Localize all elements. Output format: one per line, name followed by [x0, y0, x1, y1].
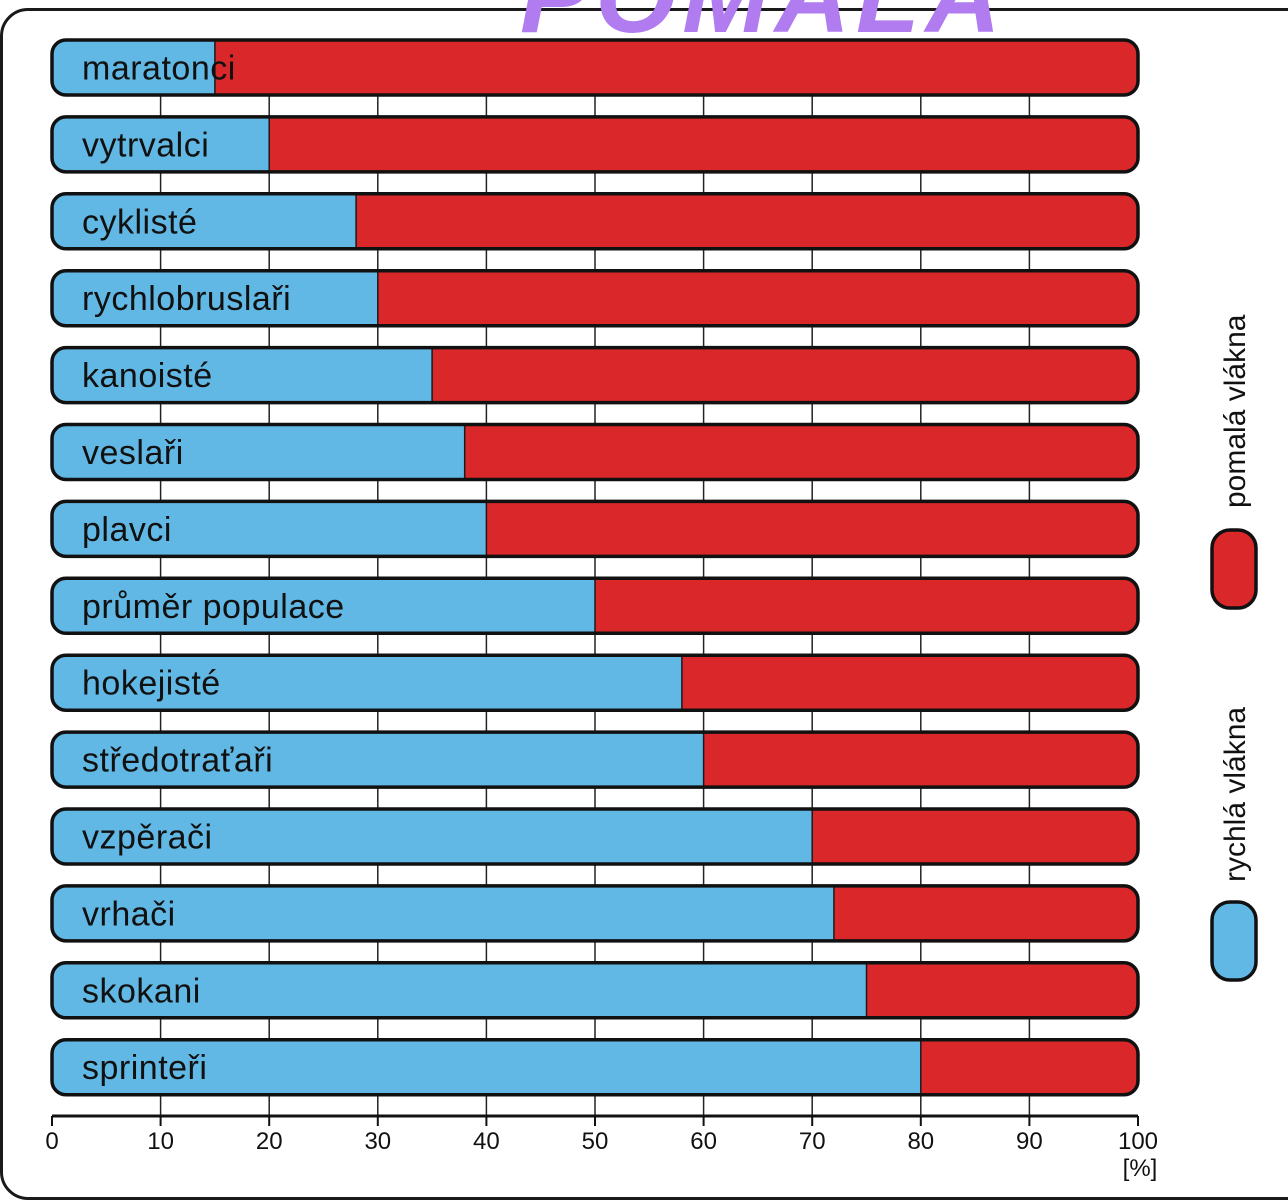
bar-outline [50, 961, 1140, 1020]
bar-label-8: průměr populace [82, 588, 345, 626]
bar-label-1: maratonci [82, 50, 236, 88]
bar-label-9: hokejisté [82, 665, 221, 703]
x-tick-label-100: 100 [1118, 1128, 1158, 1155]
bar-label-12: vrhači [82, 895, 176, 933]
bar-label-13: skokani [82, 972, 201, 1010]
bar-segment-slow-14 [920, 1039, 1138, 1095]
bar-segment-fast-2 [52, 116, 270, 172]
bar-segment-fast-5 [52, 347, 433, 403]
bar-label-5: kanoisté [82, 357, 213, 395]
bar-segment-slow-4 [377, 270, 1138, 326]
bar-outline [50, 884, 1140, 943]
bar-segment-slow-6 [464, 424, 1138, 480]
bar-label-7: plavci [82, 511, 172, 549]
bar-outline [50, 807, 1140, 866]
bar-segment-fast-14 [52, 1039, 921, 1095]
bar-outline [50, 38, 1140, 97]
bar-segment-fast-12 [52, 885, 834, 941]
bar-segment-slow-13 [866, 962, 1138, 1018]
bar-segment-fast-8 [52, 578, 595, 634]
bar-segment-slow-3 [356, 193, 1138, 249]
bar-segment-fast-6 [52, 424, 465, 480]
bar-segment-fast-10 [52, 732, 704, 788]
bar-label-4: rychlobruslaři [82, 280, 291, 318]
x-tick-label-0: 0 [45, 1128, 58, 1155]
bar-segment-slow-2 [269, 116, 1138, 172]
bar-segment-fast-11 [52, 809, 813, 864]
bar-segment-slow-7 [486, 501, 1138, 557]
bar-segment-slow-8 [595, 578, 1138, 634]
bar-label-3: cyklisté [82, 203, 197, 241]
x-tick-label-20: 20 [256, 1128, 283, 1155]
bar-segment-fast-13 [52, 962, 867, 1018]
bar-segment-fast-4 [52, 270, 378, 326]
x-tick-label-90: 90 [1016, 1128, 1043, 1155]
legend-swatch-fast [1210, 900, 1258, 982]
legend-label-slow: pomalá vlákna [1219, 314, 1252, 508]
x-tick-label-60: 60 [690, 1128, 717, 1155]
bar-outline [50, 268, 1140, 328]
bar-segment-slow-9 [681, 655, 1138, 711]
bar-outline [50, 1037, 1140, 1097]
x-tick-label-40: 40 [473, 1128, 500, 1155]
bar-segment-slow-1 [214, 40, 1138, 95]
bar-label-14: sprinteři [82, 1049, 207, 1087]
bar-segment-slow-10 [703, 732, 1138, 788]
bar-segment-slow-11 [812, 809, 1138, 864]
bar-label-2: vytrvalci [82, 126, 209, 164]
bar-outline [50, 576, 1140, 636]
bar-label-10: středotraťaři [82, 742, 273, 780]
bar-segment-fast-7 [52, 501, 487, 557]
bar-outline [50, 422, 1140, 482]
bar-label-11: vzpěrači [82, 819, 213, 857]
x-tick-label-80: 80 [907, 1128, 934, 1155]
x-axis-unit: [%] [1123, 1155, 1158, 1182]
bar-outline [50, 499, 1140, 559]
bar-outline [50, 730, 1140, 789]
legend-swatch-slow [1210, 528, 1258, 610]
bar-outline [50, 653, 1140, 712]
bar-segment-fast-1 [52, 40, 215, 95]
legend-label-fast: rychlá vlákna [1219, 707, 1252, 882]
bar-segment-slow-12 [833, 885, 1138, 941]
bar-outline [50, 192, 1140, 251]
bar-segment-fast-9 [52, 655, 682, 711]
x-tick-label-70: 70 [799, 1128, 826, 1155]
x-tick-label-30: 30 [364, 1128, 391, 1155]
x-tick-label-50: 50 [582, 1128, 609, 1155]
bar-segment-slow-5 [432, 347, 1138, 403]
bar-label-6: veslaři [82, 434, 184, 472]
bar-outline [50, 345, 1140, 405]
bar-segment-fast-3 [52, 193, 357, 249]
x-tick-label-10: 10 [147, 1128, 174, 1155]
bar-outline [50, 115, 1140, 174]
